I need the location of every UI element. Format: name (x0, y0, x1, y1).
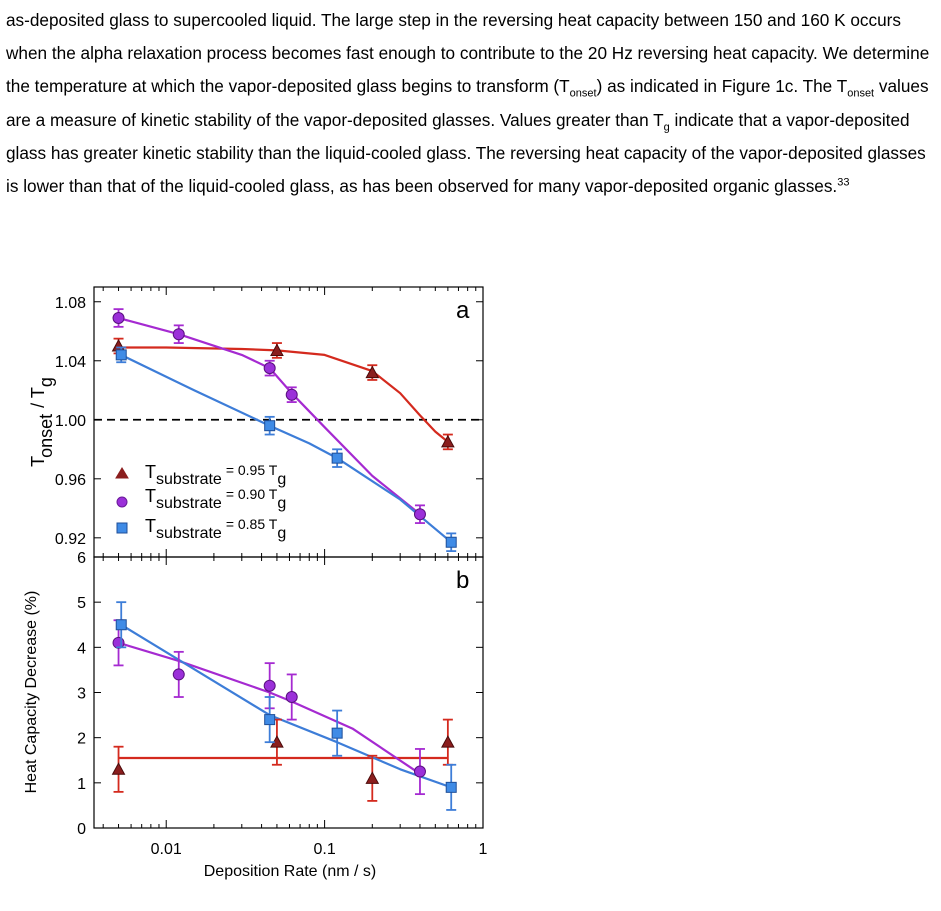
ylabel-onset-sub: onset (36, 414, 56, 458)
ylabel-g-sub: g (36, 377, 56, 387)
ytick-label: 2 (77, 731, 86, 748)
citation-superscript: 33 (837, 176, 850, 189)
data-point-triangle (111, 338, 126, 352)
data-point-triangle (365, 771, 380, 784)
fit-line-purple (118, 316, 421, 516)
xtick-label: 0.1 (313, 841, 335, 858)
legend: Tsubstrate= 0.95 Tg Tsubstrate= 0.90 Tg … (115, 462, 286, 542)
data-point-square (115, 349, 127, 361)
panel-a-fits (118, 316, 452, 544)
ytick-label: 0 (77, 821, 86, 838)
data-point-square (331, 727, 343, 739)
panel-b-ylabel: Heat Capacity Decrease (%) (23, 591, 40, 794)
ylabel-slash-t: / T (28, 387, 48, 408)
data-point-triangle (441, 735, 455, 748)
legend-circle-marker (116, 496, 128, 508)
paragraph-text-1: as-deposited glass to supercooled liquid… (6, 10, 930, 97)
data-point-square (445, 781, 457, 793)
panel-a-ylabel: Tonset / Tg (28, 377, 56, 467)
panel-b-xticks: 0.01 0.1 1 (102, 557, 488, 858)
data-point-circle (285, 388, 298, 401)
legend-entry-1: Tsubstrate= 0.95 Tg (145, 462, 286, 488)
data-point-circle (112, 311, 125, 324)
body-paragraph: as-deposited glass to supercooled liquid… (6, 4, 938, 203)
data-point-square (264, 420, 276, 432)
panel-a-label: a (456, 297, 470, 324)
ytick-label: 5 (77, 595, 86, 612)
xtick-label: 1 (479, 841, 488, 858)
onset-subscript-2: onset (847, 87, 875, 100)
fit-line-red (118, 346, 449, 443)
g-subscript: g (663, 121, 670, 134)
data-point-circle (285, 691, 298, 704)
data-point-circle (263, 679, 276, 692)
data-point-triangle (111, 762, 126, 775)
panel-a-points (111, 308, 457, 552)
ytick-label: 3 (77, 686, 86, 703)
fit-line-blue (120, 353, 452, 544)
panel-b-fits (118, 623, 452, 789)
data-point-square (115, 619, 127, 631)
paragraph-text-4: indicate that a vapor-deposited glass ha… (6, 109, 926, 197)
legend-triangle-marker (115, 467, 129, 479)
ytick-label: 1 (77, 776, 86, 793)
panel-a-ytick-labels: 0.92 0.96 1.00 1.04 1.08 (55, 287, 484, 557)
data-point-circle (172, 328, 185, 341)
panel-b-xlabel: Deposition Rate (nm / s) (204, 863, 377, 880)
xtick-label: 0.01 (151, 841, 182, 858)
paragraph-text-2: ) as indicated in Figure 1c. The T (596, 76, 848, 97)
data-point-circle (413, 765, 426, 778)
panel-b-ytick-labels: 0 1 2 3 4 5 6 (77, 550, 483, 838)
legend-entry-3: Tsubstrate= 0.85 Tg (145, 516, 286, 542)
fit-line-blue (120, 623, 452, 789)
ytick-label: 0.96 (55, 472, 86, 489)
ytick-label: 1.08 (55, 295, 86, 312)
ytick-label: 0.92 (55, 531, 86, 548)
ytick-label: 1.00 (55, 413, 86, 430)
data-point-square (331, 452, 343, 464)
data-point-triangle (365, 365, 380, 379)
data-point-triangle (441, 434, 455, 448)
data-point-triangle (270, 343, 284, 356)
svg-text:Tonset/ Tg: Tonset / Tg (28, 377, 56, 467)
legend-entry-2: Tsubstrate= 0.90 Tg (145, 486, 286, 512)
onset-subscript: onset (569, 87, 597, 100)
ylabel-t: T (28, 456, 48, 467)
ytick-label: 1.04 (55, 354, 86, 371)
data-point-square (445, 536, 457, 548)
panel-b-label: b (456, 567, 469, 594)
panel-b-points (111, 601, 457, 811)
data-point-square (264, 714, 276, 726)
data-point-circle (413, 508, 426, 521)
fit-line-purple (118, 641, 421, 775)
paragraph-text-3: values are a measure of kinetic stabilit… (6, 76, 929, 130)
legend-square-marker (116, 522, 128, 534)
data-point-circle (172, 668, 185, 681)
ytick-label: 6 (77, 550, 86, 567)
ytick-label: 4 (77, 640, 86, 657)
data-point-circle (263, 362, 276, 375)
